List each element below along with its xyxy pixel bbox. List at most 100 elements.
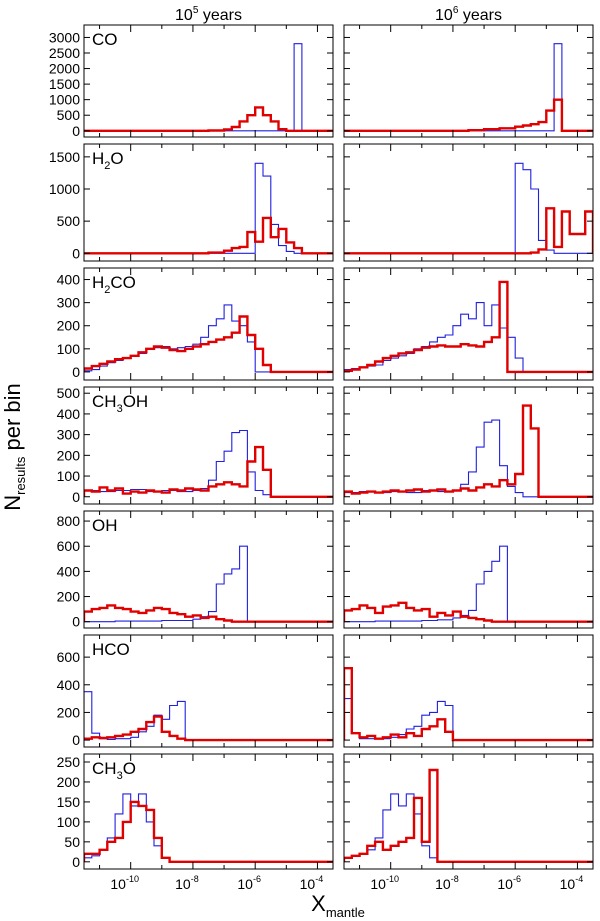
x-tick-label: 10-4	[560, 874, 584, 892]
blue-histogram	[84, 691, 333, 741]
y-tick-label: 100	[57, 814, 81, 830]
y-tick-label: 400	[57, 406, 81, 422]
species-label: CH3OH	[92, 392, 148, 415]
panel-frame	[343, 634, 594, 748]
y-tick-label: 200	[57, 589, 81, 605]
red-histogram	[84, 315, 333, 374]
panel-frame	[83, 267, 334, 381]
panel-r6-c2	[343, 634, 594, 748]
species-label: HCO	[92, 640, 130, 659]
y-tick-label: 200	[57, 318, 81, 334]
panel-r5-c2	[343, 510, 594, 629]
y-tick-label: 300	[57, 427, 81, 443]
panel-r7-c1: 0 50 100 150 200 250 CH3O	[57, 753, 334, 870]
x-tick-label: 10-10	[370, 874, 399, 892]
panel-frame	[343, 267, 594, 381]
blue-histogram	[84, 793, 333, 863]
panel-r6-c1: 0 200 400 600 HCO	[57, 634, 334, 748]
x-tick-label: 10-8	[435, 874, 459, 892]
panel-frame	[83, 634, 334, 748]
red-histogram	[344, 207, 593, 255]
blue-histogram	[84, 43, 333, 132]
x-tick-label: 10-4	[300, 874, 324, 892]
panel-frame	[83, 510, 334, 629]
column-title-1: 105 years	[175, 5, 242, 24]
blue-histogram	[344, 698, 593, 741]
red-histogram	[344, 404, 593, 498]
panel-frame	[83, 143, 334, 262]
y-tick-label: 200	[57, 774, 81, 790]
red-histogram	[344, 98, 593, 132]
y-tick-label: 200	[57, 447, 81, 463]
panel-frame	[343, 510, 594, 629]
panel-r2-c2	[343, 143, 594, 262]
y-tick-label: 3000	[49, 29, 80, 45]
red-histogram	[84, 216, 333, 255]
red-histogram	[344, 601, 593, 623]
y-tick-label: 1000	[49, 92, 80, 108]
species-label: H2O	[92, 149, 124, 172]
y-tick-label: 250	[57, 754, 81, 770]
y-tick-label: 100	[57, 341, 81, 357]
species-label: H2CO	[92, 273, 136, 296]
red-histogram	[84, 445, 333, 498]
panel-r3-c2	[343, 267, 594, 381]
y-tick-label: 600	[57, 649, 81, 665]
y-tick-label: 800	[57, 513, 81, 529]
y-tick-label: 100	[57, 468, 81, 484]
panel-frame	[343, 753, 594, 870]
y-tick-label: 600	[57, 538, 81, 554]
blue-histogram	[84, 162, 333, 254]
panel-frame	[343, 143, 594, 262]
blue-histogram	[84, 429, 333, 498]
red-histogram	[344, 280, 593, 374]
column-title-2: 106 years	[435, 5, 502, 24]
x-tick-label: 10-10	[110, 874, 139, 892]
panel-frame	[343, 386, 594, 505]
blue-histogram	[344, 162, 593, 254]
red-histogram	[84, 604, 333, 623]
panel-r4-c2	[343, 386, 594, 505]
y-tick-label: 0	[72, 489, 80, 505]
y-axis-label: Nresults per bin	[0, 383, 28, 511]
panel-frame	[83, 386, 334, 505]
panel-frame	[343, 24, 594, 138]
y-tick-label: 150	[57, 794, 81, 810]
blue-histogram	[344, 419, 593, 498]
blue-histogram	[84, 545, 333, 623]
y-tick-label: 400	[57, 677, 81, 693]
panel-r7-c2	[343, 753, 594, 870]
y-tick-label: 400	[57, 272, 81, 288]
y-tick-label: 200	[57, 704, 81, 720]
x-axis-label: Xmantle	[311, 891, 365, 920]
species-label: CO	[92, 30, 118, 49]
panel-r1-c2	[343, 24, 594, 138]
red-histogram	[344, 768, 593, 863]
red-histogram	[84, 715, 333, 742]
red-histogram	[84, 106, 333, 132]
y-tick-label: 500	[57, 385, 81, 401]
panel-r4-c1: 0 100 200 300 400 500 CH3OH	[57, 385, 334, 505]
panel-r3-c1: 0 100 200 300 400 H2CO	[57, 267, 334, 381]
y-tick-label: 0	[72, 614, 80, 630]
species-label: CH3O	[92, 759, 136, 782]
y-tick-label: 0	[72, 123, 80, 139]
species-label: OH	[92, 516, 118, 535]
y-tick-label: 0	[72, 732, 80, 748]
y-tick-label: 50	[64, 834, 80, 850]
y-tick-label: 0	[72, 245, 80, 261]
blue-histogram	[344, 43, 593, 132]
y-tick-label: 2500	[49, 45, 80, 61]
x-tick-label: 10-8	[175, 874, 199, 892]
x-tick-label: 10-6	[497, 874, 521, 892]
y-tick-label: 500	[57, 107, 81, 123]
y-tick-label: 400	[57, 563, 81, 579]
y-tick-label: 1500	[49, 76, 80, 92]
panel-r2-c1: 0 500 1000 1500 H2O	[49, 143, 334, 262]
x-tick-label: 10-6	[237, 874, 261, 892]
y-tick-label: 1000	[49, 181, 80, 197]
blue-histogram	[344, 793, 593, 863]
blue-histogram	[344, 545, 593, 623]
